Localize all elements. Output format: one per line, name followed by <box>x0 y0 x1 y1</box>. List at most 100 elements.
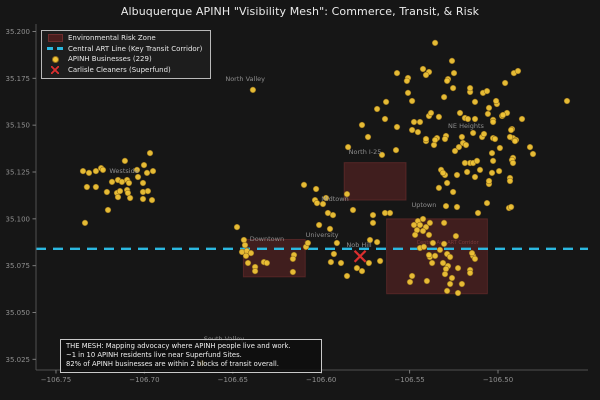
area-label: Downtown <box>250 235 284 243</box>
area-label: University <box>306 231 339 239</box>
business-dot <box>467 269 474 277</box>
business-dot <box>423 277 431 285</box>
x-tick-label: −106.75 <box>41 376 71 384</box>
business-dot <box>252 268 259 275</box>
business-dot <box>468 250 476 257</box>
business-dot <box>509 159 517 167</box>
y-tick-label: 35.025 <box>6 356 31 364</box>
business-dot <box>506 133 514 141</box>
business-dot <box>364 133 372 141</box>
business-dot <box>146 150 154 157</box>
business-dot <box>420 243 428 250</box>
business-dot <box>473 157 481 164</box>
business-dot <box>244 259 252 267</box>
business-dot <box>343 191 351 198</box>
business-dot <box>410 221 418 229</box>
business-dot <box>409 126 416 134</box>
business-dot <box>365 259 373 267</box>
business-dot <box>432 252 439 259</box>
business-dot <box>345 144 352 151</box>
business-dot <box>427 109 435 117</box>
business-dot <box>506 177 514 185</box>
info-line: THE MESH: Mapping advocacy where APINH p… <box>66 342 291 350</box>
business-dot <box>444 77 451 84</box>
business-dot <box>435 113 443 120</box>
business-dot <box>374 239 381 246</box>
area-label: NE Heights <box>448 122 485 130</box>
y-tick-label: 35.050 <box>6 309 31 317</box>
business-dot <box>453 203 461 211</box>
business-dot <box>483 200 491 207</box>
business-dot <box>454 265 462 272</box>
business-dot <box>419 227 427 235</box>
business-dot <box>483 87 491 95</box>
business-dot <box>458 280 466 288</box>
business-dot <box>134 173 142 181</box>
business-dot <box>383 98 390 105</box>
business-dot <box>386 209 394 217</box>
info-line: 82% of APINH businesses are within 2 blo… <box>66 360 279 369</box>
business-dot <box>79 168 87 175</box>
business-dot <box>242 252 250 259</box>
business-dot <box>447 280 454 288</box>
business-dot <box>447 253 454 261</box>
business-dot <box>422 71 430 79</box>
business-dot <box>453 171 461 179</box>
business-dot <box>442 265 450 273</box>
y-tick-label: 35.100 <box>6 215 31 223</box>
business-dot <box>416 221 424 229</box>
area-label: Uptown <box>411 201 436 209</box>
business-dot <box>358 121 366 129</box>
x-tick-label: −106.70 <box>129 376 159 384</box>
business-dot <box>148 197 156 204</box>
business-dot <box>471 115 479 123</box>
business-dot <box>432 39 439 47</box>
superfund-x-marker <box>353 250 367 263</box>
business-dot <box>485 177 493 185</box>
y-tick-label: 35.150 <box>6 122 31 130</box>
business-dot <box>140 162 148 169</box>
business-dot <box>118 178 125 185</box>
business-dot <box>324 209 332 217</box>
business-dot <box>455 144 463 151</box>
business-dot <box>289 268 297 276</box>
business-dot <box>430 141 438 149</box>
business-dot <box>441 219 448 226</box>
business-dot <box>263 259 271 267</box>
business-dot <box>448 57 456 65</box>
business-dot <box>81 219 89 226</box>
business-dot <box>462 141 470 149</box>
area-label: Midtown <box>321 195 349 203</box>
legend-item-risk-zone: Environmental Risk Zone <box>47 34 202 42</box>
business-dot <box>436 246 444 253</box>
x-tick-label: −106.50 <box>483 376 513 384</box>
business-dot <box>432 136 439 144</box>
y-tick-label: 35.200 <box>6 28 31 36</box>
business-dot <box>343 272 351 280</box>
business-dot <box>476 166 484 173</box>
business-dot <box>464 168 471 176</box>
business-dot <box>406 278 414 286</box>
business-dot <box>441 240 448 247</box>
business-dot <box>124 189 131 197</box>
business-dot <box>464 115 472 123</box>
business-dot <box>103 188 110 196</box>
business-dot <box>508 126 515 134</box>
business-dot <box>508 203 515 211</box>
business-dot <box>439 169 447 176</box>
business-dot <box>496 168 503 175</box>
business-dot <box>319 200 327 208</box>
art-line-annotation: Central Ave ART Corridor <box>417 240 480 246</box>
business-dot <box>439 259 447 267</box>
business-dot <box>414 129 422 136</box>
business-dot <box>144 188 151 195</box>
y-tick-label: 35.075 <box>6 262 31 270</box>
business-dot <box>450 84 457 92</box>
business-dot <box>393 69 401 77</box>
legend-label: Central ART Line (Key Transit Corridor) <box>68 44 203 53</box>
business-dot <box>92 183 99 191</box>
business-dot <box>247 250 255 257</box>
business-dot <box>125 179 133 187</box>
business-dot <box>381 115 389 123</box>
business-dot <box>327 259 335 266</box>
